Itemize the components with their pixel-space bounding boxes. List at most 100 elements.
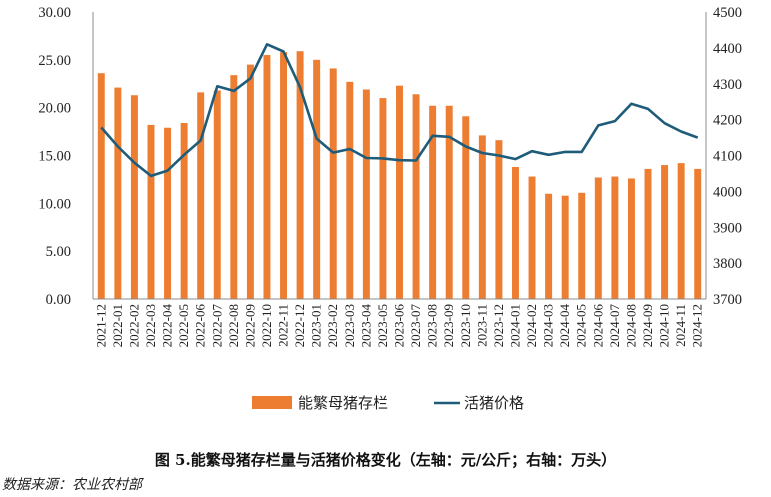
x-tick-label: 2022-11 <box>276 304 291 347</box>
right-tick-label: 4300 <box>713 77 742 93</box>
bar <box>462 116 470 299</box>
x-tick-label: 2022-04 <box>160 304 175 348</box>
bar <box>362 89 370 300</box>
right-tick-label: 4100 <box>713 149 742 165</box>
left-tick-label: 30.00 <box>38 5 71 21</box>
x-tick-label: 2024-08 <box>623 304 638 347</box>
bar <box>97 73 105 299</box>
bar <box>180 122 188 300</box>
left-tick-label: 5.00 <box>46 244 71 260</box>
right-tick-label: 4500 <box>713 5 742 21</box>
x-tick-label: 2022-09 <box>242 304 257 347</box>
price-line <box>100 42 699 178</box>
bar <box>213 90 221 300</box>
x-tick-label: 2024-03 <box>541 304 556 347</box>
bar <box>478 135 486 299</box>
x-tick-label: 2023-05 <box>375 304 390 347</box>
bar <box>313 59 321 300</box>
bar <box>230 75 238 299</box>
bar <box>164 127 172 299</box>
bar <box>495 140 503 299</box>
left-tick-label: 25.00 <box>38 53 71 69</box>
right-tick-label: 3800 <box>713 256 742 272</box>
x-tick-label: 2023-08 <box>425 304 440 347</box>
x-tick-label: 2022-02 <box>126 304 141 347</box>
x-tick-label: 2024-07 <box>607 304 622 348</box>
bar <box>379 98 387 299</box>
legend: 能繁母猪存栏 活猪价格 <box>252 394 524 412</box>
bar-series <box>97 51 702 300</box>
x-tick-label: 2024-04 <box>557 304 572 348</box>
legend-line-label: 活猪价格 <box>464 394 524 412</box>
x-tick-label: 2023-09 <box>441 304 456 347</box>
x-tick-label: 2024-11 <box>673 304 688 347</box>
x-tick-label: 2022-01 <box>110 304 125 347</box>
bar <box>412 94 420 299</box>
bar <box>561 195 569 299</box>
left-axis-ticks: 0.00 5.00 10.00 15.00 20.00 25.00 30.00 <box>38 5 71 308</box>
x-tick-label: 2022-06 <box>193 304 208 348</box>
bar <box>677 163 685 299</box>
bar <box>263 55 271 299</box>
x-tick-label: 2024-09 <box>640 304 655 347</box>
left-tick-label: 10.00 <box>38 196 71 212</box>
x-axis-ticks: 2021-12 2022-01 2022-02 2022-03 2022-04 2022-… <box>93 304 704 348</box>
bar <box>280 52 288 300</box>
line-series <box>100 42 699 178</box>
axes <box>92 12 707 300</box>
x-tick-label: 2024-02 <box>524 304 539 347</box>
bar <box>346 81 354 299</box>
bar <box>594 177 602 299</box>
x-tick-label: 2023-02 <box>325 304 340 347</box>
x-tick-label: 2021-12 <box>93 304 108 347</box>
x-tick-label: 2022-10 <box>259 304 274 347</box>
x-tick-label: 2023-06 <box>392 304 407 348</box>
x-tick-label: 2023-04 <box>358 304 373 348</box>
right-axis-ticks: 3700 3800 3900 4000 4100 4200 4300 4400 4500 <box>713 5 742 308</box>
bar <box>627 178 635 299</box>
bar <box>528 176 536 299</box>
bar <box>644 168 652 299</box>
bar <box>197 92 205 299</box>
right-tick-label: 3700 <box>713 292 742 308</box>
legend-bar-swatch <box>252 396 292 409</box>
right-tick-label: 4400 <box>713 41 742 57</box>
x-tick-label: 2024-12 <box>690 304 705 347</box>
bar <box>147 124 155 300</box>
right-tick-label: 4000 <box>713 184 742 200</box>
left-tick-label: 15.00 <box>38 149 71 165</box>
right-tick-label: 4200 <box>713 113 742 129</box>
right-tick-label: 3900 <box>713 220 742 236</box>
x-tick-label: 2023-11 <box>474 304 489 347</box>
bar <box>130 95 138 299</box>
bar <box>694 168 702 299</box>
x-tick-label: 2022-12 <box>292 304 307 347</box>
x-tick-label: 2022-07 <box>209 304 224 348</box>
bar <box>114 87 122 300</box>
x-tick-label: 2022-08 <box>226 304 241 347</box>
legend-bar-label: 能繁母猪存栏 <box>298 394 388 412</box>
x-tick-label: 2024-05 <box>574 304 589 347</box>
left-tick-label: 0.00 <box>46 292 71 308</box>
x-tick-label: 2023-03 <box>342 304 357 347</box>
bar <box>246 64 254 299</box>
bar <box>511 166 519 299</box>
x-tick-label: 2023-12 <box>491 304 506 347</box>
bar <box>661 165 669 299</box>
bar <box>429 105 437 300</box>
x-tick-label: 2022-03 <box>143 304 158 347</box>
left-tick-label: 20.00 <box>38 101 71 117</box>
bar <box>611 176 619 299</box>
bar <box>445 105 453 300</box>
x-tick-label: 2024-06 <box>590 304 605 348</box>
x-tick-label: 2023-07 <box>408 304 423 348</box>
x-tick-label: 2024-10 <box>657 304 672 347</box>
data-source: 数据来源：农业农村部 <box>2 477 142 493</box>
figure-caption: 图 5.能繁母猪存栏量与活猪价格变化（左轴：元/公斤；右轴：万头） <box>154 451 617 469</box>
bar <box>329 68 337 300</box>
bar <box>296 51 304 300</box>
x-tick-label: 2023-10 <box>458 304 473 347</box>
x-tick-label: 2024-01 <box>507 304 522 347</box>
x-tick-label: 2023-01 <box>309 304 324 347</box>
